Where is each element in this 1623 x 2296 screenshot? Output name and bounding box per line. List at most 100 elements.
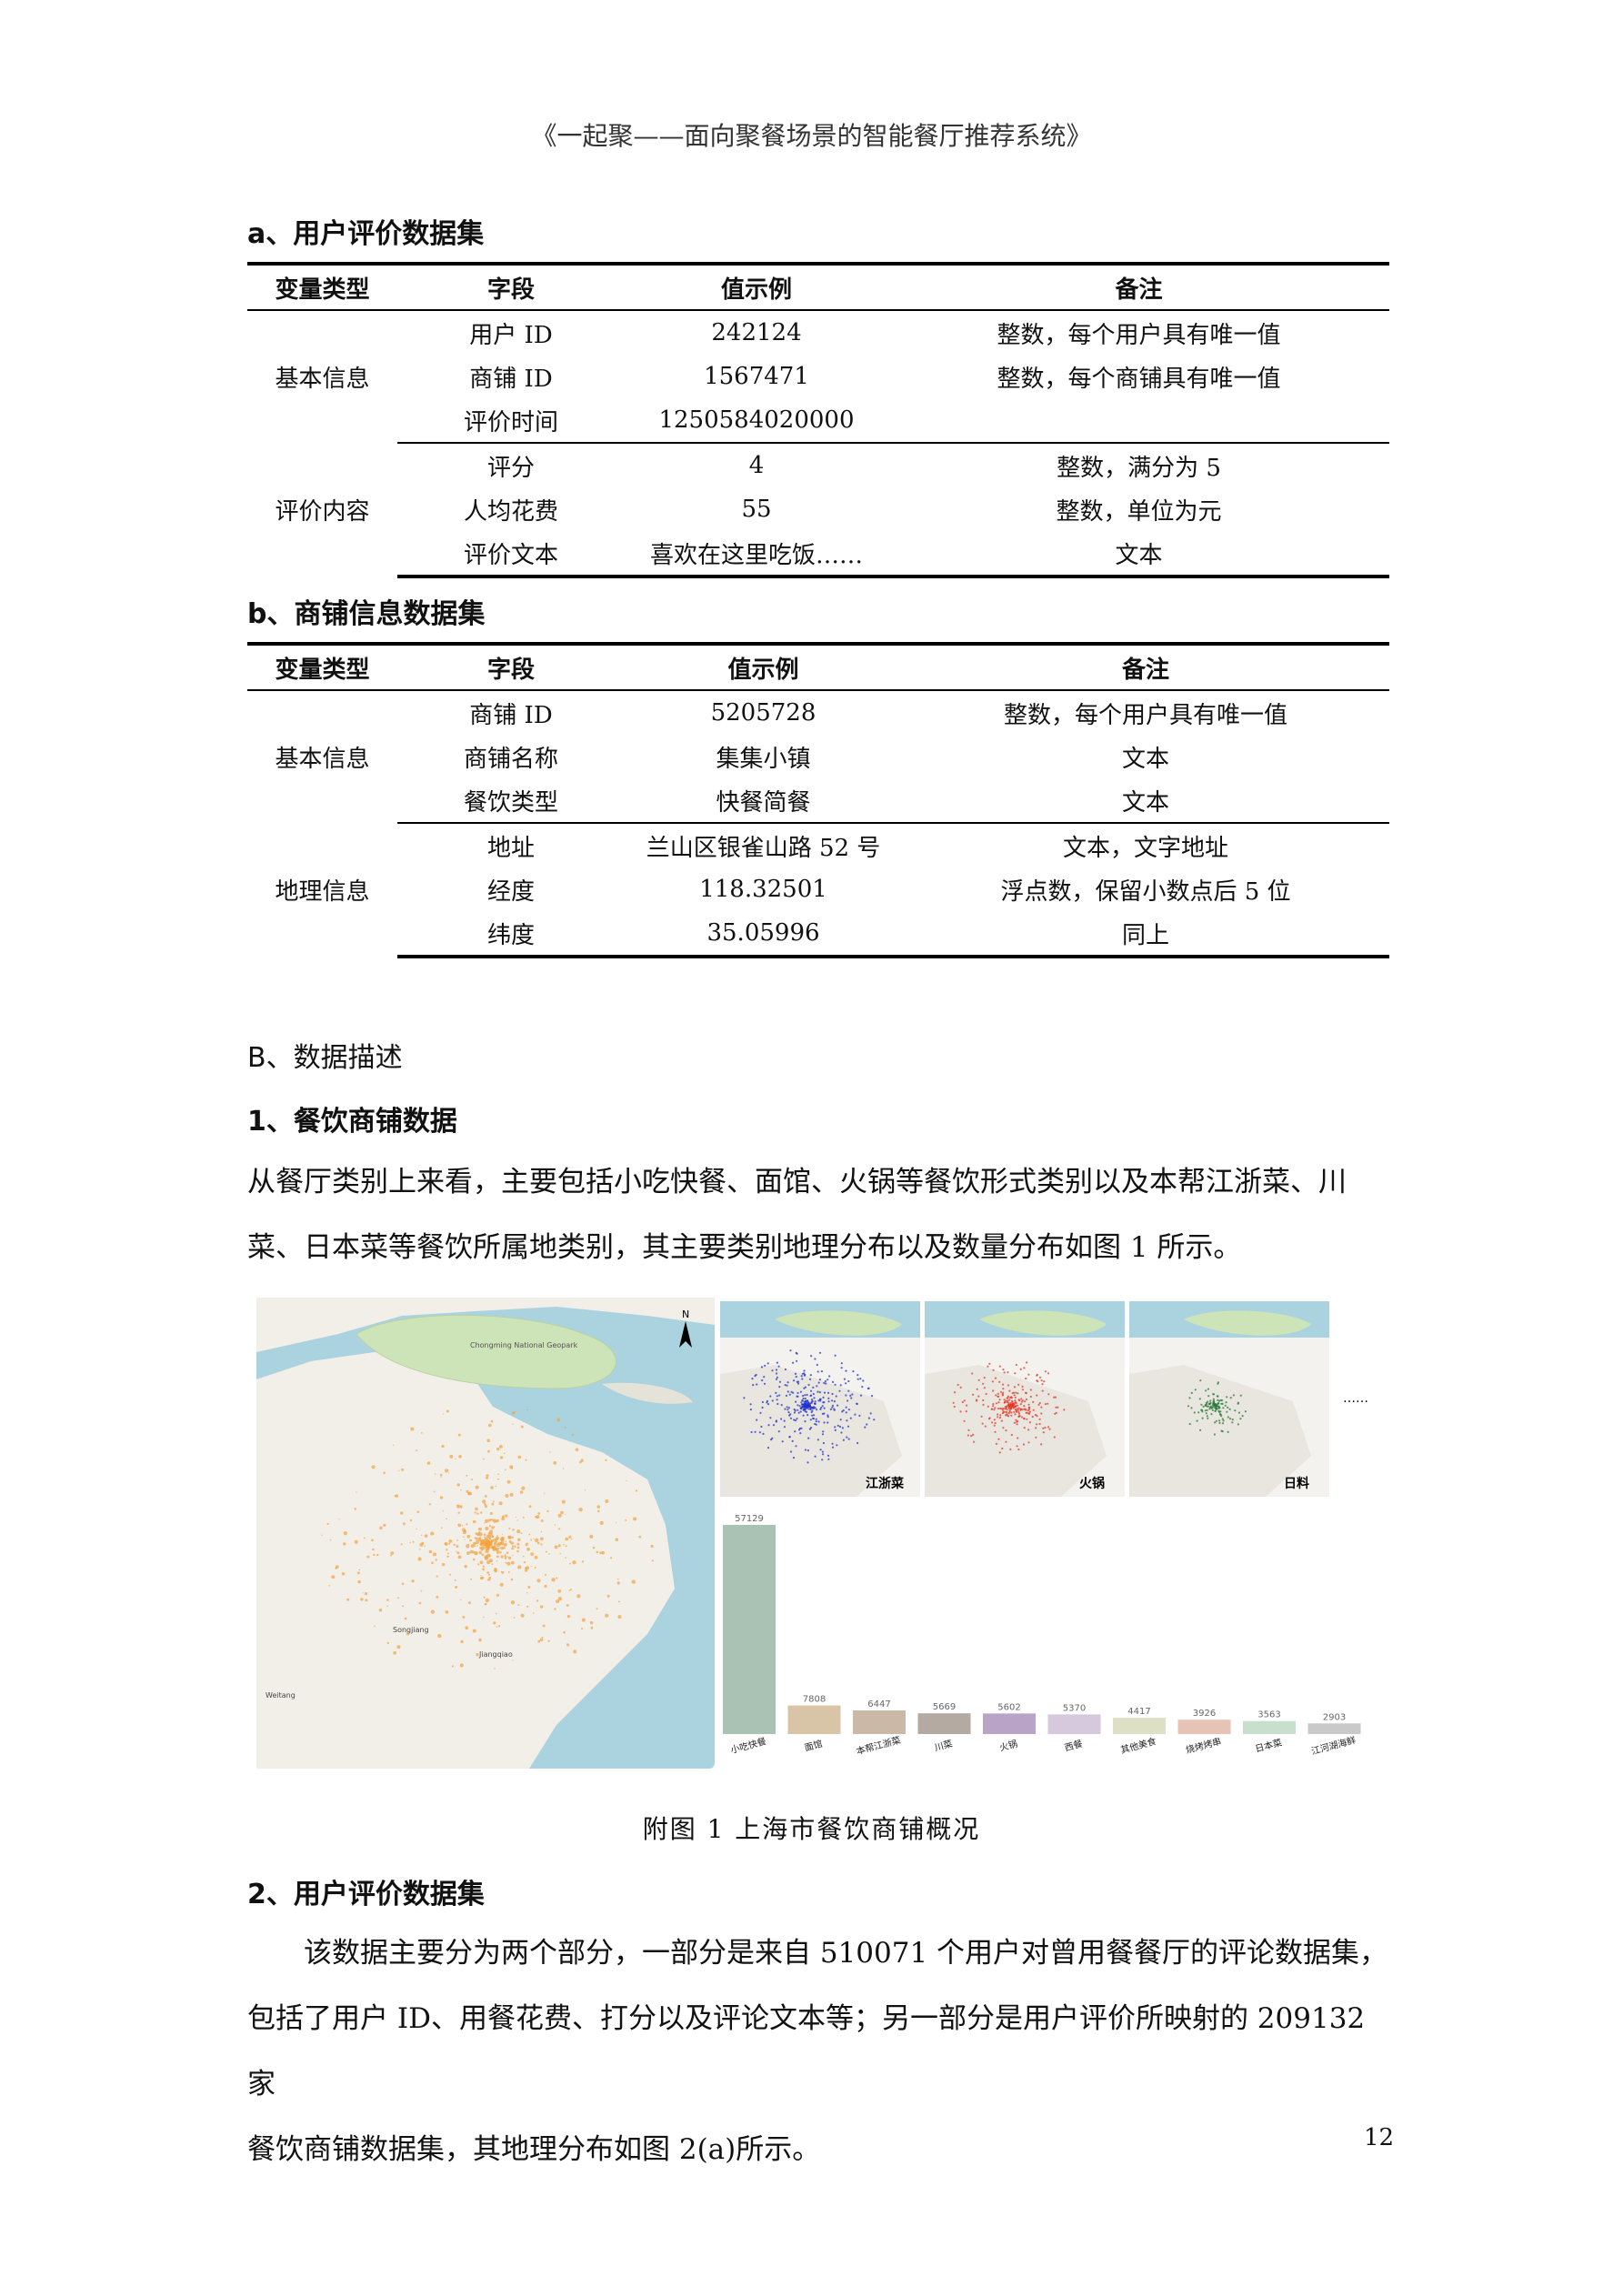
map-point bbox=[446, 1409, 449, 1413]
map-point bbox=[1040, 1443, 1043, 1446]
map-point bbox=[820, 1370, 823, 1373]
map-point bbox=[1002, 1369, 1005, 1371]
map-point bbox=[457, 1555, 462, 1559]
map-point bbox=[484, 1495, 487, 1498]
map-point bbox=[838, 1425, 842, 1429]
map-point bbox=[804, 1420, 806, 1423]
map-point bbox=[809, 1419, 812, 1421]
map-point bbox=[485, 1549, 489, 1553]
map-point bbox=[1037, 1403, 1040, 1406]
map-point bbox=[778, 1380, 781, 1383]
map-point bbox=[802, 1414, 805, 1417]
map-point bbox=[360, 1598, 364, 1601]
example-cell: 4 bbox=[748, 452, 765, 479]
section-1-heading: 1、餐饮商铺数据 bbox=[247, 1106, 457, 1138]
map-point bbox=[1017, 1412, 1021, 1415]
map-point bbox=[1002, 1383, 1005, 1386]
map-point bbox=[364, 1592, 368, 1596]
map-point bbox=[440, 1527, 443, 1529]
map-point bbox=[458, 1455, 462, 1459]
map-point bbox=[1193, 1411, 1196, 1414]
map-point bbox=[371, 1539, 374, 1541]
map-point bbox=[1040, 1406, 1043, 1409]
paragraph-line: 从餐厅类别上来看，主要包括小吃快餐、面馆、火锅等餐饮形式类别以及本帮江浙菜、川 bbox=[247, 1166, 1347, 1198]
main-map: Chongming National Geopark Songjiang Jia… bbox=[256, 1298, 715, 1769]
category-tick-label: 川菜 bbox=[934, 1739, 954, 1754]
map-point bbox=[464, 1565, 467, 1569]
map-point bbox=[859, 1394, 863, 1397]
map-point bbox=[448, 1539, 453, 1543]
map-point bbox=[444, 1542, 447, 1546]
map-point bbox=[498, 1550, 502, 1554]
map-point bbox=[496, 1540, 498, 1543]
map-point bbox=[478, 1638, 482, 1642]
map-point bbox=[544, 1573, 547, 1576]
map-point bbox=[605, 1499, 609, 1503]
map-point bbox=[457, 1511, 460, 1514]
map-point bbox=[474, 1551, 478, 1556]
map-point bbox=[601, 1550, 605, 1555]
map-point bbox=[499, 1445, 503, 1449]
small-map-label: 江浙菜 bbox=[866, 1476, 905, 1491]
map-point bbox=[1217, 1401, 1219, 1404]
map-point bbox=[500, 1537, 504, 1541]
map-point bbox=[1234, 1409, 1237, 1412]
map-point bbox=[1024, 1400, 1027, 1403]
map-point bbox=[1041, 1383, 1044, 1386]
map-point bbox=[514, 1545, 516, 1547]
map-point bbox=[799, 1390, 802, 1393]
map-point bbox=[416, 1449, 418, 1451]
map-point bbox=[617, 1578, 619, 1580]
map-point bbox=[437, 1633, 442, 1639]
map-point bbox=[764, 1364, 766, 1367]
map-point bbox=[1021, 1389, 1024, 1391]
map-point bbox=[1198, 1398, 1201, 1400]
map-point bbox=[1020, 1398, 1023, 1400]
map-point bbox=[873, 1419, 876, 1421]
map-point bbox=[789, 1413, 792, 1416]
map-point bbox=[867, 1417, 870, 1419]
map-point bbox=[507, 1571, 510, 1573]
map-point bbox=[474, 1511, 476, 1514]
map-point bbox=[838, 1389, 841, 1392]
map-point bbox=[446, 1518, 447, 1519]
map-point bbox=[814, 1400, 817, 1403]
map-point bbox=[379, 1526, 383, 1530]
map-point bbox=[542, 1624, 546, 1628]
map-point bbox=[1002, 1388, 1005, 1390]
map-point bbox=[396, 1645, 401, 1649]
map-point bbox=[804, 1410, 806, 1413]
map-point bbox=[781, 1440, 784, 1443]
map-point bbox=[783, 1419, 786, 1422]
category-tick-label: 西餐 bbox=[1063, 1738, 1084, 1754]
map-point bbox=[823, 1407, 826, 1409]
map-point bbox=[402, 1522, 406, 1526]
map-point bbox=[436, 1575, 438, 1578]
map-point bbox=[496, 1535, 498, 1537]
map-point bbox=[819, 1398, 822, 1400]
map-point bbox=[1035, 1436, 1037, 1439]
category-tick-label: 小吃快餐 bbox=[729, 1735, 767, 1756]
map-point bbox=[816, 1409, 818, 1411]
map-point bbox=[794, 1419, 797, 1422]
map-point bbox=[1022, 1443, 1025, 1446]
map-point bbox=[837, 1404, 839, 1407]
figure-caption: 附图 1 上海市餐饮商铺概况 bbox=[642, 1814, 981, 1844]
map-point bbox=[793, 1379, 796, 1382]
map-point bbox=[845, 1394, 847, 1397]
map-point bbox=[995, 1442, 997, 1445]
note-cell: 整数，满分为 5 bbox=[1057, 454, 1221, 482]
map-point bbox=[549, 1451, 551, 1453]
map-point bbox=[430, 1531, 435, 1536]
map-point bbox=[493, 1621, 496, 1625]
map-point bbox=[754, 1375, 756, 1378]
map-point bbox=[822, 1430, 825, 1433]
map-point bbox=[997, 1392, 999, 1395]
paragraph-line: 该数据主要分为两个部分，一部分是来自 510071 个用户对曾用餐餐厅的评论数据… bbox=[304, 1937, 1388, 1970]
map-point bbox=[463, 1536, 465, 1538]
map-point bbox=[481, 1553, 485, 1557]
map-point bbox=[1008, 1389, 1011, 1392]
map-point bbox=[776, 1376, 778, 1379]
map-point bbox=[795, 1376, 797, 1379]
map-point bbox=[1010, 1414, 1013, 1417]
